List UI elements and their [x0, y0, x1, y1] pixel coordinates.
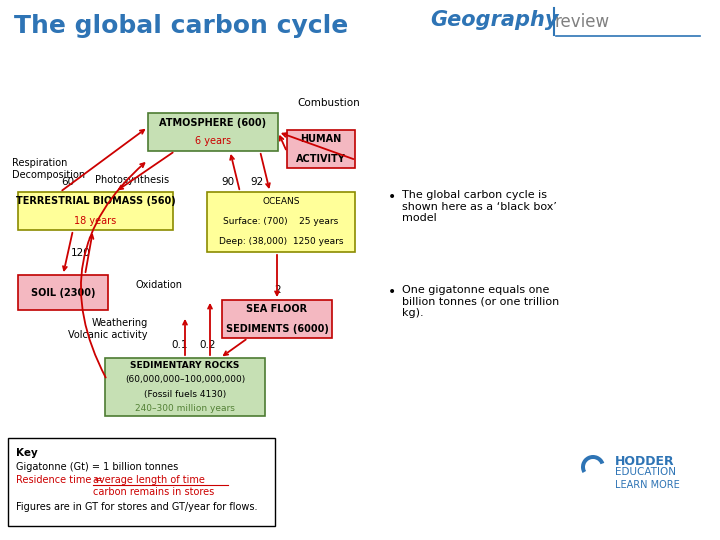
Text: review: review [555, 13, 610, 31]
Text: average length of time: average length of time [93, 475, 205, 485]
Text: One gigatonne equals one
billion tonnes (or one trillion
kg).: One gigatonne equals one billion tonnes … [402, 285, 559, 318]
Text: LEARN MORE: LEARN MORE [615, 480, 680, 490]
Bar [287, 130, 355, 168]
Text: 6 years: 6 years [195, 137, 231, 146]
Text: TERRESTRIAL BIOMASS (560): TERRESTRIAL BIOMASS (560) [16, 197, 176, 206]
Text: 18 years: 18 years [74, 215, 117, 226]
Text: 0.2: 0.2 [199, 340, 216, 350]
Text: 120: 120 [71, 248, 91, 258]
Bar [148, 113, 278, 151]
Text: 60: 60 [61, 177, 75, 187]
Text: Oxidation: Oxidation [135, 280, 182, 290]
Bar [18, 192, 173, 230]
Text: HODDER: HODDER [615, 455, 675, 468]
Text: 240–300 million years: 240–300 million years [135, 404, 235, 413]
Text: Figures are in GT for stores and GT/year for flows.: Figures are in GT for stores and GT/year… [16, 502, 258, 512]
Text: SOIL (2300): SOIL (2300) [31, 287, 95, 298]
Bar [105, 358, 265, 416]
Text: •: • [388, 285, 396, 299]
Text: Respiration
Decomposition: Respiration Decomposition [12, 158, 85, 180]
Text: OCEANS: OCEANS [262, 198, 300, 206]
Text: Deep: (38,000)  1250 years: Deep: (38,000) 1250 years [219, 238, 343, 246]
Text: Surface: (700)    25 years: Surface: (700) 25 years [223, 218, 338, 226]
Bar [207, 192, 355, 252]
Text: 2: 2 [275, 285, 282, 295]
Text: HUMAN: HUMAN [300, 134, 341, 145]
Text: Key: Key [16, 448, 37, 458]
Text: 92: 92 [251, 177, 264, 187]
Text: Residence time =: Residence time = [16, 475, 106, 485]
Text: The global carbon cycle: The global carbon cycle [14, 14, 348, 38]
Bar [8, 438, 275, 526]
Text: SEDIMENTS (6000): SEDIMENTS (6000) [225, 323, 328, 334]
Text: ATMOSPHERE (600): ATMOSPHERE (600) [159, 118, 266, 127]
Text: ACTIVITY: ACTIVITY [296, 153, 346, 164]
Text: Photosynthesis: Photosynthesis [95, 175, 169, 185]
Text: SEA FLOOR: SEA FLOOR [246, 305, 307, 314]
Text: (60,000,000–100,000,000): (60,000,000–100,000,000) [125, 375, 245, 384]
Text: carbon remains in stores: carbon remains in stores [93, 487, 215, 497]
Wedge shape [581, 455, 604, 473]
Text: SEDIMENTARY ROCKS: SEDIMENTARY ROCKS [130, 361, 240, 370]
Bar [222, 300, 332, 338]
Text: EDUCATION: EDUCATION [615, 467, 676, 477]
Text: 0.1: 0.1 [172, 340, 188, 350]
Text: Combustion: Combustion [297, 98, 360, 108]
Text: •: • [388, 190, 396, 204]
Text: 90: 90 [222, 177, 235, 187]
Text: (Fossil fuels 4130): (Fossil fuels 4130) [144, 390, 226, 399]
Text: Gigatonne (Gt) = 1 billion tonnes: Gigatonne (Gt) = 1 billion tonnes [16, 462, 179, 472]
Text: The global carbon cycle is
shown here as a ‘black box’
model: The global carbon cycle is shown here as… [402, 190, 557, 223]
Text: Geography: Geography [430, 10, 559, 30]
Bar [18, 275, 108, 310]
Text: Weathering
Volcanic activity: Weathering Volcanic activity [68, 319, 148, 340]
